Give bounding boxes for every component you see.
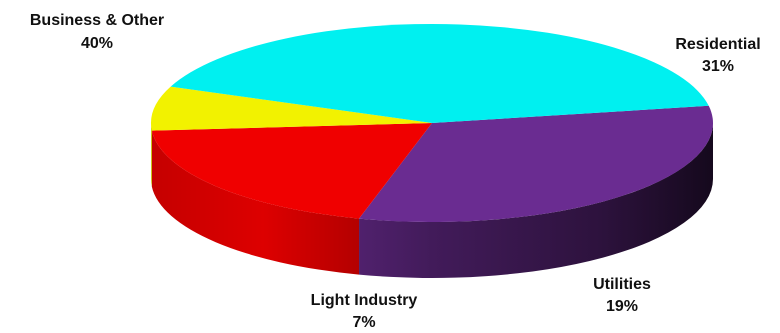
pie-sides bbox=[151, 123, 713, 278]
slice-percent-label: 7% bbox=[352, 314, 375, 331]
slice-name-label: Residential bbox=[675, 36, 760, 53]
pie-slice bbox=[359, 105, 713, 222]
pie-labels: Residential 31% Utilities 19% Light Indu… bbox=[30, 12, 761, 331]
pie-slice-side bbox=[151, 123, 152, 187]
pie-slice-side bbox=[151, 130, 360, 275]
slice-name-label: Business & Other bbox=[30, 12, 164, 29]
slice-percent-label: 40% bbox=[81, 35, 113, 52]
slice-percent-label: 19% bbox=[606, 298, 638, 315]
slice-percent-label: 31% bbox=[702, 58, 734, 75]
slice-name-label: Light Industry bbox=[311, 292, 418, 309]
slice-name-label: Utilities bbox=[593, 276, 651, 293]
pie-slice bbox=[151, 123, 432, 219]
pie-slice-side bbox=[359, 123, 713, 278]
pie-slice bbox=[170, 24, 709, 124]
pie-tops bbox=[151, 24, 713, 222]
pie-slice bbox=[151, 86, 433, 131]
